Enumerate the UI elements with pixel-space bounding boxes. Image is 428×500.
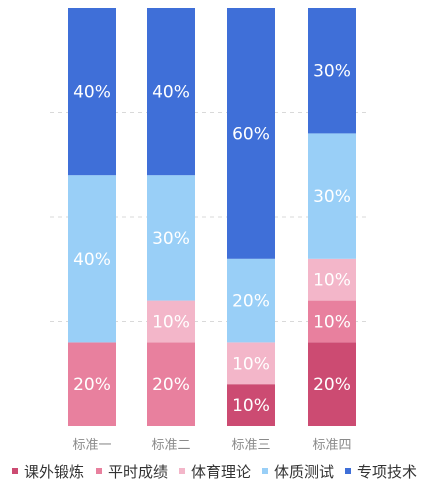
bar-segment-4-4: [308, 133, 356, 259]
data-label-4-5: 30%: [313, 62, 351, 82]
data-label-2-4: 30%: [152, 229, 190, 249]
legend-swatch-3: [179, 468, 185, 474]
data-label-2-5: 40%: [152, 83, 190, 103]
bar-segment-3-3: [227, 342, 275, 385]
bar-segment-3-1: [227, 384, 275, 426]
bar-segment-1-5: [68, 8, 116, 176]
x-tick-label-1: 标准一: [72, 438, 111, 453]
legend-label-5: 专项技术: [357, 463, 417, 481]
legend-item-5: 专项技术: [345, 463, 417, 481]
bar-segment-2-3: [147, 300, 195, 343]
bar-segment-2-4: [147, 175, 195, 301]
bar-segment-3-5: [227, 8, 275, 259]
legend-label-3: 体育理论: [191, 463, 251, 481]
x-tick-label-3: 标准三: [231, 438, 270, 453]
legend-label-1: 课外锻炼: [24, 463, 84, 481]
x-tick-label-4: 标准四: [312, 438, 351, 453]
bar-segment-1-4: [68, 175, 116, 343]
legend-swatch-5: [345, 468, 351, 474]
bars: 20% 40% 40% 20% 10% 30% 40% 10% 10% 20% 60% 20% 10% 1…: [68, 8, 356, 426]
bar-segment-4-2: [308, 300, 356, 343]
legend-swatch-2: [96, 468, 102, 474]
bar-segment-3-4: [227, 258, 275, 343]
legend-item-3: 体育理论: [179, 463, 251, 481]
category-labels: 标准一 标准二 标准三 标准四: [72, 438, 351, 453]
data-label-2-2: 20%: [152, 375, 190, 395]
bar-segment-4-1: [308, 342, 356, 426]
data-label-4-4: 30%: [313, 187, 351, 207]
legend-item-2: 平时成绩: [96, 463, 168, 481]
data-label-1-5: 40%: [73, 83, 111, 103]
data-label-3-5: 60%: [232, 124, 270, 144]
legend-item-1: 课外锻炼: [12, 463, 84, 481]
legend-swatch-1: [12, 468, 18, 474]
legend-label-4: 体质测试: [274, 463, 334, 481]
data-label-3-3: 10%: [232, 354, 270, 374]
data-label-1-2: 20%: [73, 375, 111, 395]
data-label-1-4: 40%: [73, 250, 111, 270]
bar-segment-1-2: [68, 342, 116, 426]
data-label-4-1: 20%: [313, 375, 351, 395]
x-tick-label-2: 标准二: [151, 438, 190, 453]
data-label-4-2: 10%: [313, 313, 351, 333]
bar-segment-4-3: [308, 258, 356, 301]
data-label-3-1: 10%: [232, 396, 270, 416]
data-label-3-4: 20%: [232, 292, 270, 312]
legend: 课外锻炼 平时成绩 体育理论 体质测试 专项技术: [12, 463, 417, 481]
data-label-4-3: 10%: [313, 271, 351, 291]
legend-label-2: 平时成绩: [108, 463, 168, 481]
legend-swatch-4: [262, 468, 268, 474]
bar-segment-2-2: [147, 342, 195, 426]
bar-segment-2-5: [147, 8, 195, 176]
bar-segment-4-5: [308, 8, 356, 134]
data-label-2-3: 10%: [152, 313, 190, 333]
legend-item-4: 体质测试: [262, 463, 334, 481]
